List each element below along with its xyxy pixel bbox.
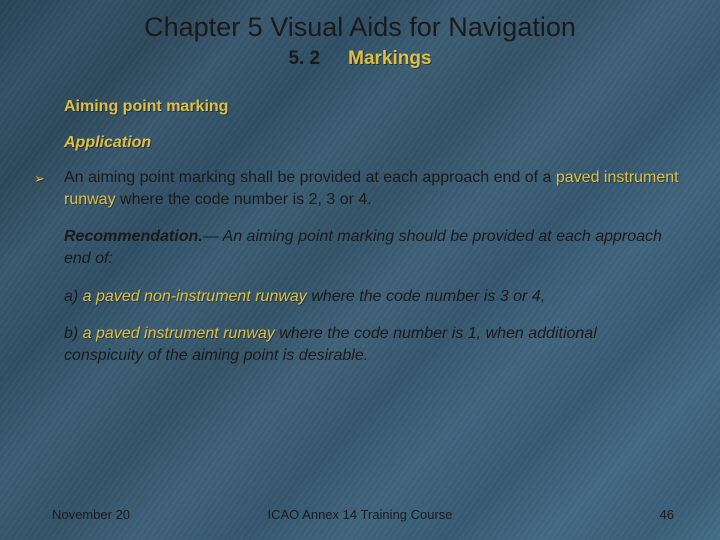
content-area: Aiming point marking Application ➢ An ai…: [64, 96, 680, 382]
text-frag: where the code number is 2, 3 or 4.: [116, 191, 372, 208]
chevron-icon: ➢: [34, 170, 45, 188]
text-frag: An aiming point marking shall be provide…: [64, 169, 556, 186]
list-item-b: b) a paved instrument runway where the c…: [64, 323, 680, 366]
footer-date: November 20: [52, 507, 130, 522]
section-name: Markings: [348, 48, 431, 69]
chapter-title: Chapter 5 Visual Aids for Navigation: [0, 12, 720, 43]
footer: November 20 ICAO Annex 14 Training Cours…: [0, 507, 720, 522]
text-frag: a): [64, 288, 83, 305]
bullet-text: An aiming point marking shall be provide…: [64, 167, 680, 210]
text-frag: where the code number is 3 or 4,: [307, 288, 545, 305]
recommendation-label: Recommendation.: [64, 228, 203, 245]
highlight-text: a paved instrument runway: [83, 325, 275, 342]
section-number: 5. 2: [288, 48, 320, 69]
topic-heading: Aiming point marking: [64, 96, 680, 118]
text-frag: b): [64, 325, 83, 342]
slide-number: 46: [660, 507, 674, 522]
list-item-a: a) a paved non-instrument runway where t…: [64, 286, 680, 308]
slide: Chapter 5 Visual Aids for Navigation 5. …: [0, 0, 720, 540]
bullet-item: ➢ An aiming point marking shall be provi…: [34, 167, 680, 210]
highlight-text: a paved non-instrument runway: [83, 288, 307, 305]
application-heading: Application: [64, 132, 680, 154]
section-subtitle: 5. 2 Markings: [0, 48, 720, 70]
recommendation-lead: Recommendation.— An aiming point marking…: [64, 226, 680, 269]
